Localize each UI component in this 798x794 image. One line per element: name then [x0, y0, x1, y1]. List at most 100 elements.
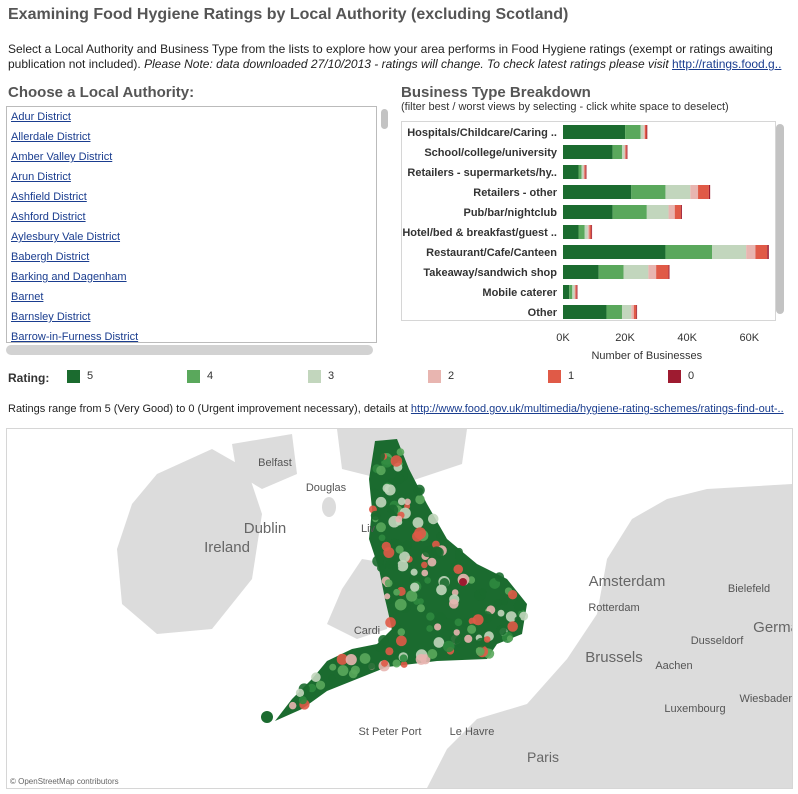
bar-segment-rating-5[interactable]: [563, 285, 570, 299]
bar-segment-rating-4[interactable]: [606, 305, 622, 319]
bar-segment-rating-2[interactable]: [648, 265, 657, 279]
bar-segment-rating-0[interactable]: [626, 145, 628, 159]
ratings-details-link[interactable]: http://www.food.gov.uk/multimedia/hygien…: [410, 403, 784, 415]
ratings-map[interactable]: Belfast Douglas Dublin Ireland Liv Cardi St Pe…: [6, 428, 793, 789]
bar-segment-rating-1[interactable]: [589, 225, 592, 239]
bar-segment-rating-4[interactable]: [569, 285, 573, 299]
bar-segment-rating-4[interactable]: [612, 205, 647, 219]
bar-segment-rating-2[interactable]: [574, 285, 576, 299]
local-authority-item[interactable]: Allerdale District: [11, 131, 91, 143]
rating-legend-item[interactable]: 3: [308, 369, 334, 383]
bar-segment-rating-4[interactable]: [665, 245, 713, 259]
bar-segment-rating-0[interactable]: [585, 165, 587, 179]
bar-segment-rating-1[interactable]: [755, 245, 768, 259]
local-authority-item[interactable]: Babergh District: [11, 251, 90, 263]
bar-segment-rating-5[interactable]: [563, 185, 632, 199]
local-authority-item[interactable]: Amber Valley District: [11, 151, 113, 163]
bar-segment-rating-4[interactable]: [612, 145, 622, 159]
category-label[interactable]: Takeaway/sandwich shop: [423, 267, 557, 279]
bar-segment-rating-3[interactable]: [623, 265, 649, 279]
bar-segment-rating-1[interactable]: [674, 205, 681, 219]
bar-segment-rating-0[interactable]: [636, 305, 638, 319]
rating-legend-item[interactable]: 2: [428, 369, 454, 383]
bar-segment-rating-5[interactable]: [563, 305, 607, 319]
bar-segment-rating-3[interactable]: [581, 165, 584, 179]
bar-segment-rating-0[interactable]: [767, 245, 769, 259]
ratings-link[interactable]: http://ratings.food.g..: [672, 57, 782, 71]
category-label[interactable]: Retailers - supermarkets/hy..: [407, 167, 557, 179]
bar-segment-rating-3[interactable]: [584, 225, 588, 239]
business-type-chart[interactable]: Hospitals/Childcare/Caring .. School/coll…: [396, 118, 776, 364]
category-label[interactable]: Restaurant/Cafe/Canteen: [426, 247, 557, 259]
bar-segment-rating-2[interactable]: [583, 165, 585, 179]
bar-segment-rating-1[interactable]: [656, 265, 669, 279]
category-label[interactable]: Other: [528, 307, 558, 319]
bar-segment-rating-2[interactable]: [587, 225, 590, 239]
bar-segment-rating-5[interactable]: [563, 145, 613, 159]
x-tick-label: 40K: [677, 332, 697, 344]
bar-segment-rating-2[interactable]: [631, 305, 634, 319]
bar-segment-rating-2[interactable]: [643, 125, 645, 139]
category-label[interactable]: Hotel/bed & breakfast/guest ..: [402, 227, 557, 239]
bar-segment-rating-4[interactable]: [578, 165, 582, 179]
local-authority-item[interactable]: Barking and Dagenham: [11, 271, 127, 283]
category-label[interactable]: School/college/university: [424, 147, 558, 159]
bar-segment-rating-3[interactable]: [640, 125, 644, 139]
bar-segment-rating-4[interactable]: [598, 265, 624, 279]
local-authority-horizontal-scrollbar[interactable]: [6, 345, 373, 355]
bar-segment-rating-4[interactable]: [631, 185, 666, 199]
bar-segment-rating-0[interactable]: [591, 225, 593, 239]
rating-legend-item[interactable]: 0: [668, 369, 694, 383]
local-authority-item[interactable]: Barrow-in-Furness District: [11, 331, 139, 343]
bar-segment-rating-3[interactable]: [712, 245, 747, 259]
bar-segment-rating-4[interactable]: [625, 125, 641, 139]
bar-segment-rating-0[interactable]: [646, 125, 648, 139]
bar-segment-rating-2[interactable]: [690, 185, 699, 199]
local-authority-item[interactable]: Ashford District: [11, 211, 86, 223]
bar-segment-rating-2[interactable]: [668, 205, 675, 219]
local-authority-item[interactable]: Aylesbury Vale District: [11, 231, 121, 243]
bar-segment-rating-1[interactable]: [625, 145, 627, 159]
bar-segment-rating-5[interactable]: [563, 265, 599, 279]
bar-segment-rating-2[interactable]: [624, 145, 626, 159]
business-type-scrollbar[interactable]: [776, 124, 784, 314]
map-canvas[interactable]: Belfast Douglas Dublin Ireland Liv Cardi St Pe…: [7, 429, 792, 788]
category-label[interactable]: Mobile caterer: [482, 287, 557, 299]
local-authority-vertical-scrollbar[interactable]: [378, 106, 390, 341]
local-authority-item[interactable]: Ashfield District: [11, 191, 87, 203]
bar-segment-rating-5[interactable]: [563, 165, 579, 179]
bar-segment-rating-0[interactable]: [708, 185, 711, 199]
bar-segment-rating-5[interactable]: [563, 125, 626, 139]
bar-segment-rating-4[interactable]: [578, 225, 585, 239]
bar-segment-rating-3[interactable]: [572, 285, 575, 299]
bar-segment-rating-1[interactable]: [575, 285, 577, 299]
local-authority-item[interactable]: Barnsley District: [11, 311, 91, 323]
rating-legend-item[interactable]: 4: [187, 369, 213, 383]
local-authority-list[interactable]: Adur District Allerdale District Amber Val…: [6, 106, 377, 343]
bar-segment-rating-1[interactable]: [584, 165, 586, 179]
category-label[interactable]: Retailers - other: [473, 187, 557, 199]
bar-segment-rating-0[interactable]: [576, 285, 578, 299]
rating-legend-item[interactable]: 5: [67, 369, 93, 383]
bar-segment-rating-3[interactable]: [621, 145, 625, 159]
bar-segment-rating-1[interactable]: [633, 305, 637, 319]
bar-segment-rating-5[interactable]: [563, 225, 579, 239]
bar-segment-rating-0[interactable]: [668, 265, 670, 279]
rating-legend-item[interactable]: 1: [548, 369, 574, 383]
category-label[interactable]: Hospitals/Childcare/Caring ..: [407, 127, 557, 139]
bar-segment-rating-1[interactable]: [698, 185, 709, 199]
bar-segment-rating-1[interactable]: [644, 125, 647, 139]
local-authority-item[interactable]: Barnet: [11, 291, 44, 303]
bar-segment-rating-3[interactable]: [646, 205, 669, 219]
local-authority-item[interactable]: Arun District: [11, 171, 71, 183]
bar-segment-rating-0[interactable]: [680, 205, 682, 219]
bar-segment-rating-5[interactable]: [563, 205, 613, 219]
bar-segment-rating-3[interactable]: [665, 185, 691, 199]
category-label[interactable]: Pub/bar/nightclub: [464, 207, 558, 219]
bar-segment-rating-3[interactable]: [621, 305, 632, 319]
bar-segment-rating-2[interactable]: [746, 245, 756, 259]
local-authority-scroll-thumb[interactable]: [381, 109, 388, 129]
scroll-track[interactable]: [378, 106, 390, 341]
local-authority-item[interactable]: Adur District: [11, 111, 71, 123]
bar-segment-rating-5[interactable]: [563, 245, 666, 259]
